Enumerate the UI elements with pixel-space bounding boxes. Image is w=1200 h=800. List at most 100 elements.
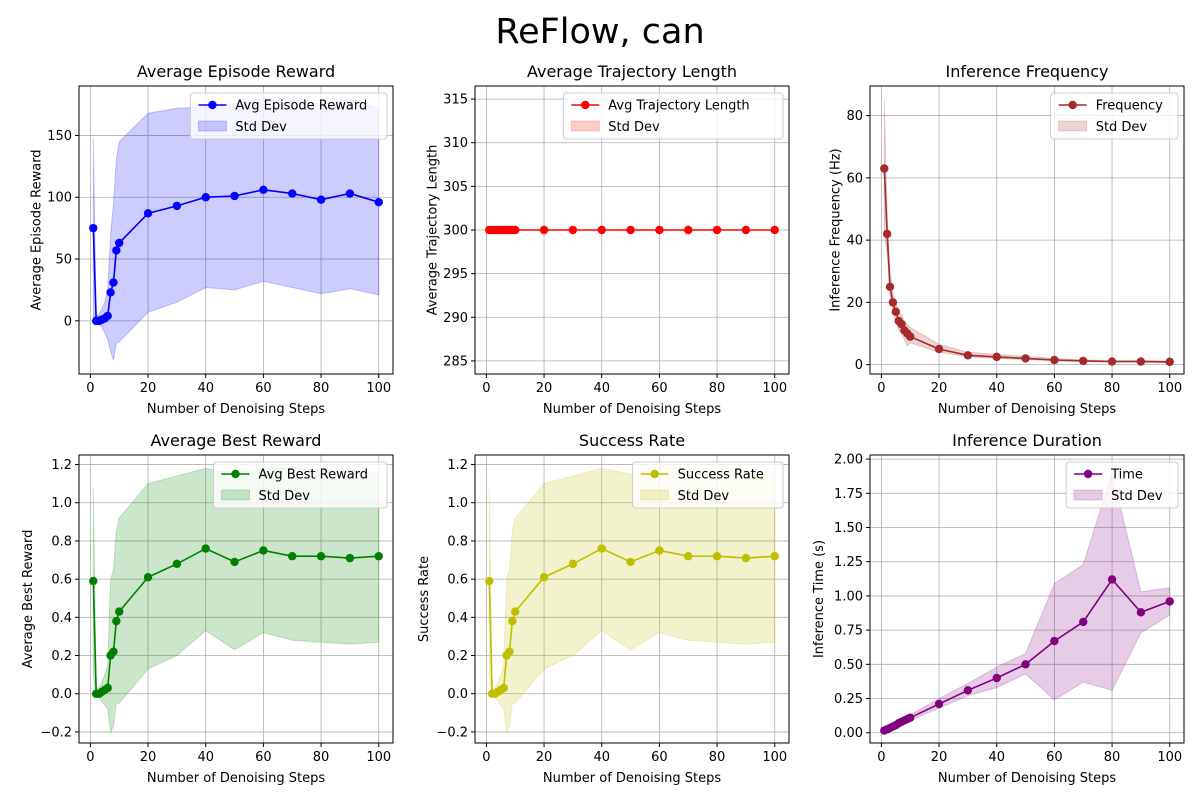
legend-label-series: Success Rate [678, 468, 764, 483]
std-dev-band [92, 97, 380, 361]
legend-label-series: Frequency [1096, 99, 1163, 114]
x-axis-label: Number of Denoising Steps [147, 402, 325, 417]
x-tick-label-3: 60 [255, 750, 272, 765]
data-point-7 [109, 278, 118, 287]
legend-label-std-dev: Std Dev [235, 120, 287, 135]
x-tick-label-0: 0 [86, 750, 94, 765]
data-point-15 [288, 552, 297, 561]
y-tick-label-0: 285 [443, 354, 468, 369]
y-tick-label-2: 0.2 [447, 649, 468, 664]
x-tick-label-5: 100 [1157, 750, 1182, 765]
legend-box [562, 92, 784, 140]
x-tick-label-0: 0 [482, 381, 490, 396]
std-dev-band [92, 465, 380, 734]
legend-marker-swatch [208, 100, 217, 110]
data-point-12 [992, 673, 1001, 683]
data-point-17 [741, 553, 751, 563]
x-tick-label-5: 100 [366, 750, 391, 765]
data-point-5 [103, 683, 112, 693]
data-point-1 [882, 229, 892, 239]
legend-label-series: Time [1110, 468, 1143, 483]
x-tick-label-0: 0 [877, 750, 885, 765]
x-tick-label-1: 20 [536, 750, 553, 765]
data-point-17 [345, 189, 355, 198]
x-tick-label-2: 40 [988, 381, 1005, 396]
legend-marker-swatch [650, 469, 659, 479]
y-tick-label-8: 2.00 [834, 453, 863, 468]
y-tick-label-5: 1.25 [834, 555, 863, 570]
x-tick-label-1: 20 [140, 750, 157, 765]
y-tick-label-3: 60 [846, 171, 863, 186]
subplot-title: Average Best Reward [151, 431, 322, 450]
data-point-17 [741, 225, 751, 235]
data-point-11 [172, 559, 182, 569]
subplot-2: 0 20 40 60 80 100 285 290 295 300 305 310 315 Average… [425, 62, 790, 417]
data-point-16 [1107, 357, 1117, 366]
subplot-title: Inference Frequency [946, 62, 1109, 81]
legend-marker-swatch [581, 100, 590, 110]
legend-marker-swatch [231, 469, 240, 479]
legend-band-swatch [221, 489, 250, 501]
x-tick-label-5: 100 [762, 381, 787, 396]
data-point-17 [1136, 608, 1146, 617]
x-axis-label: Number of Denoising Steps [543, 771, 721, 786]
subplot-5: 0 20 40 60 80 100 −0.2 0.0 0.2 0.4 0.6 0.8 1.0 1.2 Suc… [417, 431, 790, 786]
data-point-13 [1021, 660, 1030, 669]
x-tick-label-1: 20 [931, 381, 948, 396]
axes-frame [869, 454, 1185, 744]
data-point-8 [508, 616, 517, 626]
axes-frame [78, 454, 394, 744]
data-point-10 [143, 573, 153, 582]
data-point-5 [103, 311, 112, 321]
data-point-18 [1165, 357, 1174, 367]
data-point-14 [1050, 355, 1059, 365]
axes-frame [869, 85, 1185, 375]
legend: Success Rate Std Dev [632, 461, 784, 509]
y-tick-label-6: 1.0 [447, 496, 468, 511]
x-tick-label-4: 80 [313, 750, 330, 765]
x-tick-label-5: 100 [366, 381, 391, 396]
y-tick-label-1: 290 [443, 311, 468, 326]
x-tick-label-0: 0 [86, 381, 94, 396]
data-point-10 [934, 699, 944, 709]
y-tick-label-6: 315 [443, 93, 468, 108]
data-point-11 [963, 686, 973, 695]
legend: Avg Best Reward Std Dev [213, 461, 388, 509]
data-point-9 [115, 607, 124, 616]
axes-frame [78, 85, 394, 375]
y-axis-label: Success Rate [417, 556, 432, 642]
x-tick-label-2: 40 [988, 750, 1005, 765]
legend: Time Std Dev [1065, 461, 1179, 509]
data-point-0 [880, 164, 889, 173]
data-point-13 [626, 557, 635, 567]
legend-box [632, 461, 784, 509]
y-tick-label-5: 0.8 [447, 534, 468, 549]
data-point-10 [143, 209, 153, 218]
x-tick-label-0: 0 [482, 750, 490, 765]
data-point-18 [374, 197, 383, 207]
y-tick-label-2: 0.50 [834, 658, 863, 673]
axes-frame [474, 454, 790, 744]
legend-band-swatch [197, 120, 227, 132]
y-tick-label-7: 1.75 [834, 487, 863, 502]
data-point-6 [106, 288, 115, 297]
legend-label-std-dev: Std Dev [1096, 120, 1148, 135]
data-point-12 [992, 352, 1001, 362]
data-point-0 [485, 576, 494, 586]
subplot-6: 0 20 40 60 80 100 0.00 0.25 0.50 0.75 1.00 1.25 1.50… [812, 431, 1185, 786]
data-point-12 [597, 544, 606, 553]
y-tick-label-3: 0.4 [51, 611, 72, 626]
data-point-9 [511, 607, 520, 616]
data-point-16 [316, 195, 326, 204]
y-tick-label-2: 100 [47, 191, 72, 206]
data-point-15 [1079, 356, 1088, 366]
figure-suptitle: ReFlow, can [495, 12, 704, 52]
subplot-4: 0 20 40 60 80 100 −0.2 0.0 0.2 0.4 0.6 0.8 1.0 1.2 Ave… [21, 431, 394, 786]
data-point-8 [112, 246, 121, 255]
data-point-18 [770, 225, 779, 235]
x-tick-label-3: 60 [651, 750, 668, 765]
x-tick-label-3: 60 [1046, 381, 1063, 396]
legend-band-swatch [1073, 489, 1103, 501]
y-axis-label: Average Episode Reward [29, 149, 44, 310]
